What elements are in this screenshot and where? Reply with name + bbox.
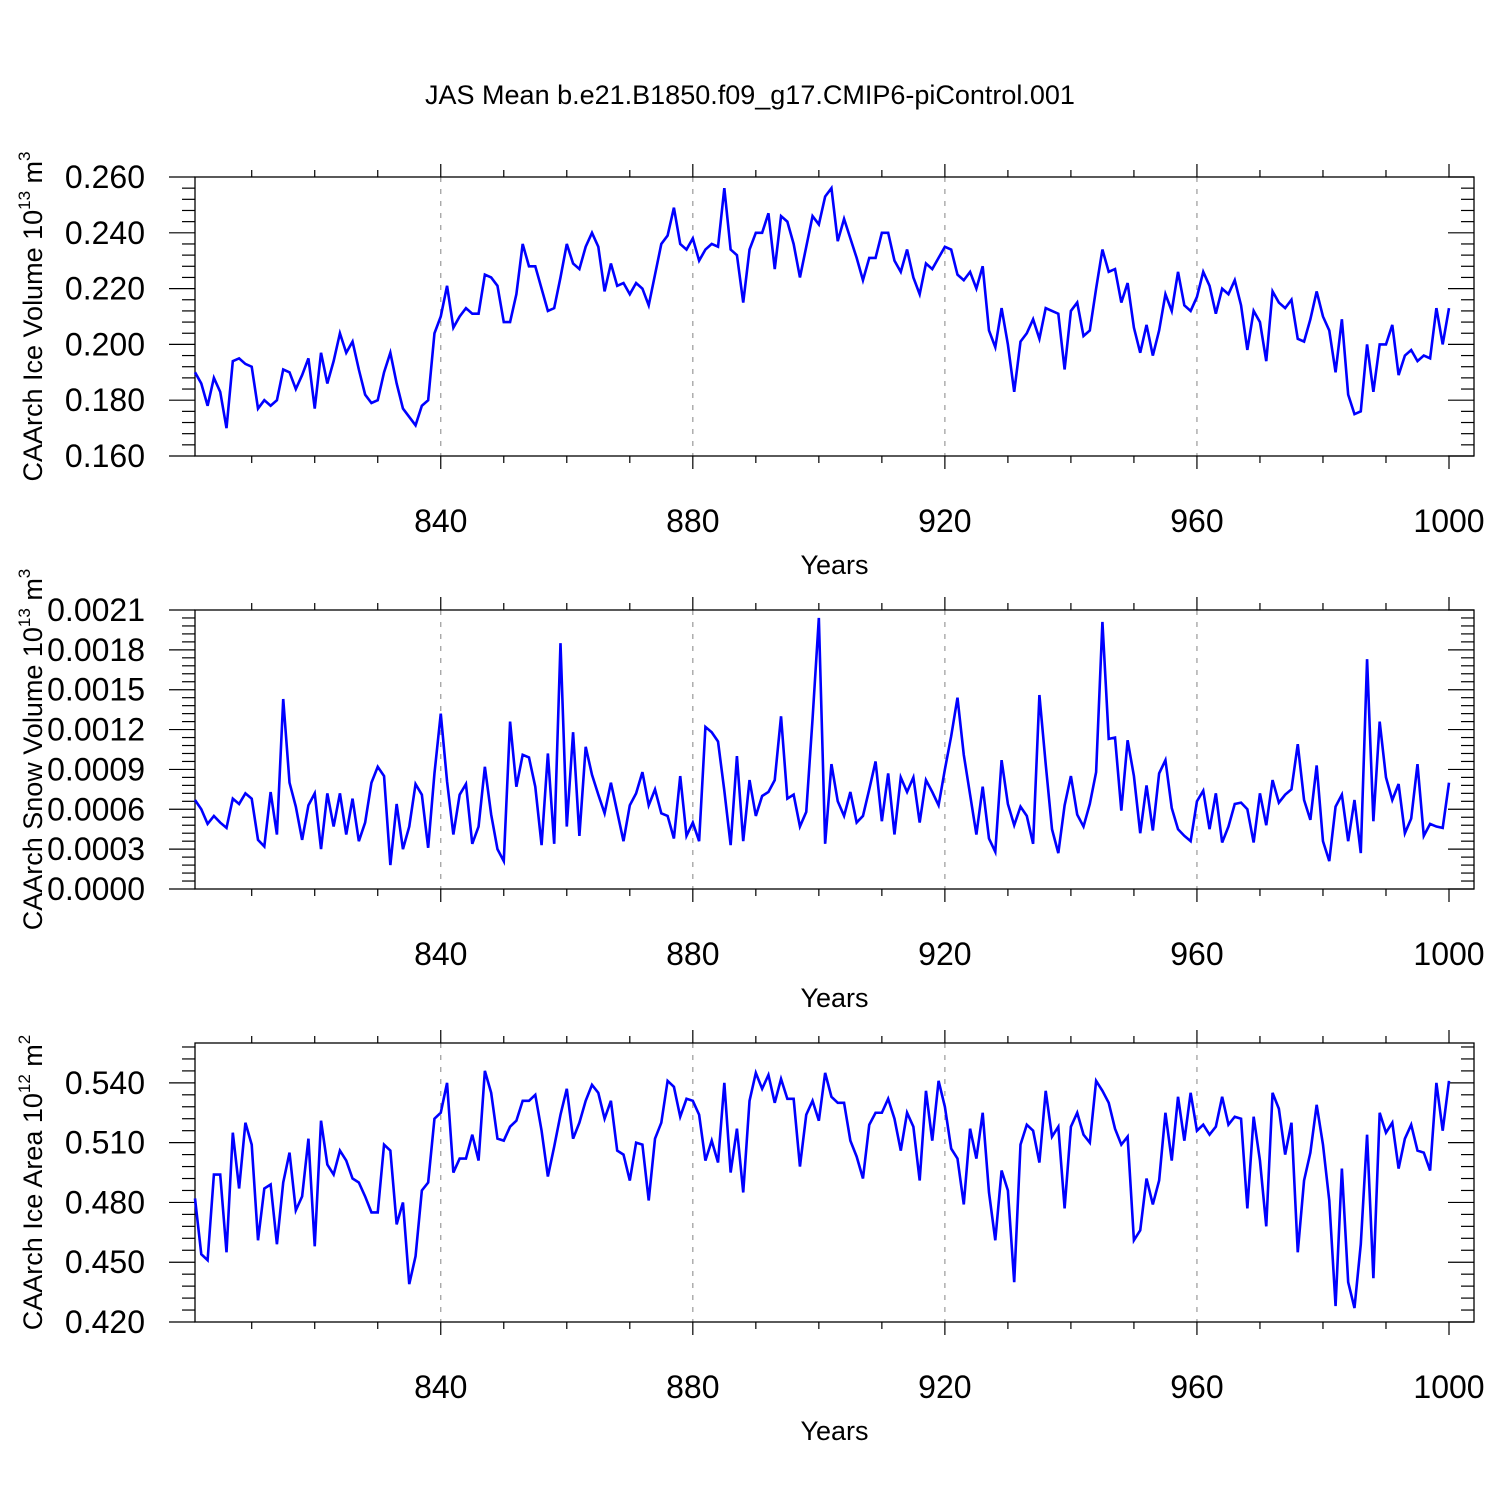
y-tick-label: 0.160 [65, 438, 145, 474]
x-tick-label: 920 [918, 1369, 971, 1405]
y-tick-label: 0.200 [65, 326, 145, 362]
y-axis-label-superscript: 3 [15, 151, 34, 160]
y-axis-label-text: CAArch Ice Area 10 [18, 1093, 48, 1330]
x-tick-label: 840 [414, 936, 467, 972]
x-tick-label: 880 [666, 1369, 719, 1405]
y-tick-label: 0.0006 [47, 791, 145, 827]
x-tick-label: 920 [918, 936, 971, 972]
y-tick-label: 0.0015 [47, 672, 145, 708]
series-line [193, 184, 1451, 429]
plot-frame [194, 609, 1475, 890]
y-axis-label-superscript: 2 [15, 1035, 34, 1044]
y-tick-label: 0.0003 [47, 831, 145, 867]
y-tick-label: 0.220 [65, 271, 145, 307]
y-axis-label-superscript: 13 [15, 191, 34, 210]
y-tick-label: 0.240 [65, 215, 145, 251]
y-tick-label: 0.0012 [47, 712, 145, 748]
x-tick-label: 960 [1170, 936, 1223, 972]
y-tick-label: 0.450 [65, 1244, 145, 1280]
plot-frame [194, 176, 1475, 457]
y-axis-label: CAArch Ice Area 1012 m2 [15, 1035, 48, 1331]
series-line [193, 617, 1451, 866]
figure-title: JAS Mean b.e21.B1850.f09_g17.CMIP6-piCon… [425, 80, 1075, 110]
y-tick-label: 0.0018 [47, 632, 145, 668]
y-axis-label-text: m [18, 578, 48, 608]
y-axis-label-text: CAArch Snow Volume 10 [18, 627, 48, 930]
y-tick-label: 0.180 [65, 382, 145, 418]
chart-panel-1: 840 880 920 960 1000 0.160 0.180 0.200 0.220 0.24… [15, 151, 1485, 580]
plot-frame [194, 1042, 1475, 1323]
panels: 840 880 920 960 1000 0.160 0.180 0.200 0.220 0.24… [15, 151, 1485, 1446]
x-tick-label: 880 [666, 503, 719, 539]
x-tick-label: 1000 [1413, 936, 1484, 972]
y-axis-label: CAArch Ice Volume 1013 m3 [15, 151, 48, 481]
series-line [193, 1068, 1451, 1309]
x-axis-label: Years [800, 550, 868, 580]
x-tick-label: 920 [918, 503, 971, 539]
x-tick-label: 960 [1170, 503, 1223, 539]
y-tick-label: 0.510 [65, 1125, 145, 1161]
y-tick-label: 0.420 [65, 1304, 145, 1340]
x-tick-label: 840 [414, 1369, 467, 1405]
x-tick-label: 880 [666, 936, 719, 972]
x-tick-label: 840 [414, 503, 467, 539]
x-tick-label: 960 [1170, 1369, 1223, 1405]
x-axis-label: Years [800, 1416, 868, 1446]
chart-panel-2: 840 880 920 960 1000 0.0000 0.0003 0.0006 0.0009… [15, 569, 1485, 1013]
y-tick-label: 0.480 [65, 1184, 145, 1220]
y-axis-label-text: m [18, 161, 48, 191]
y-tick-label: 0.0000 [47, 871, 145, 907]
y-axis-label-superscript: 13 [15, 608, 34, 627]
y-axis-label-text: CAArch Ice Volume 10 [18, 210, 48, 482]
y-axis-label-superscript: 12 [15, 1074, 34, 1093]
x-tick-label: 1000 [1413, 1369, 1484, 1405]
y-tick-label: 0.540 [65, 1065, 145, 1101]
y-axis-label: CAArch Snow Volume 1013 m3 [15, 569, 48, 931]
chart-panel-3: 840 880 920 960 1000 0.420 0.450 0.480 0.510 0.54… [15, 1030, 1485, 1446]
y-tick-label: 0.260 [65, 159, 145, 195]
y-tick-label: 0.0009 [47, 751, 145, 787]
x-tick-label: 1000 [1413, 503, 1484, 539]
y-axis-label-text: m [18, 1044, 48, 1074]
x-axis-label: Years [800, 983, 868, 1013]
y-axis-label-superscript: 3 [15, 569, 34, 578]
y-tick-label: 0.0021 [47, 592, 145, 628]
